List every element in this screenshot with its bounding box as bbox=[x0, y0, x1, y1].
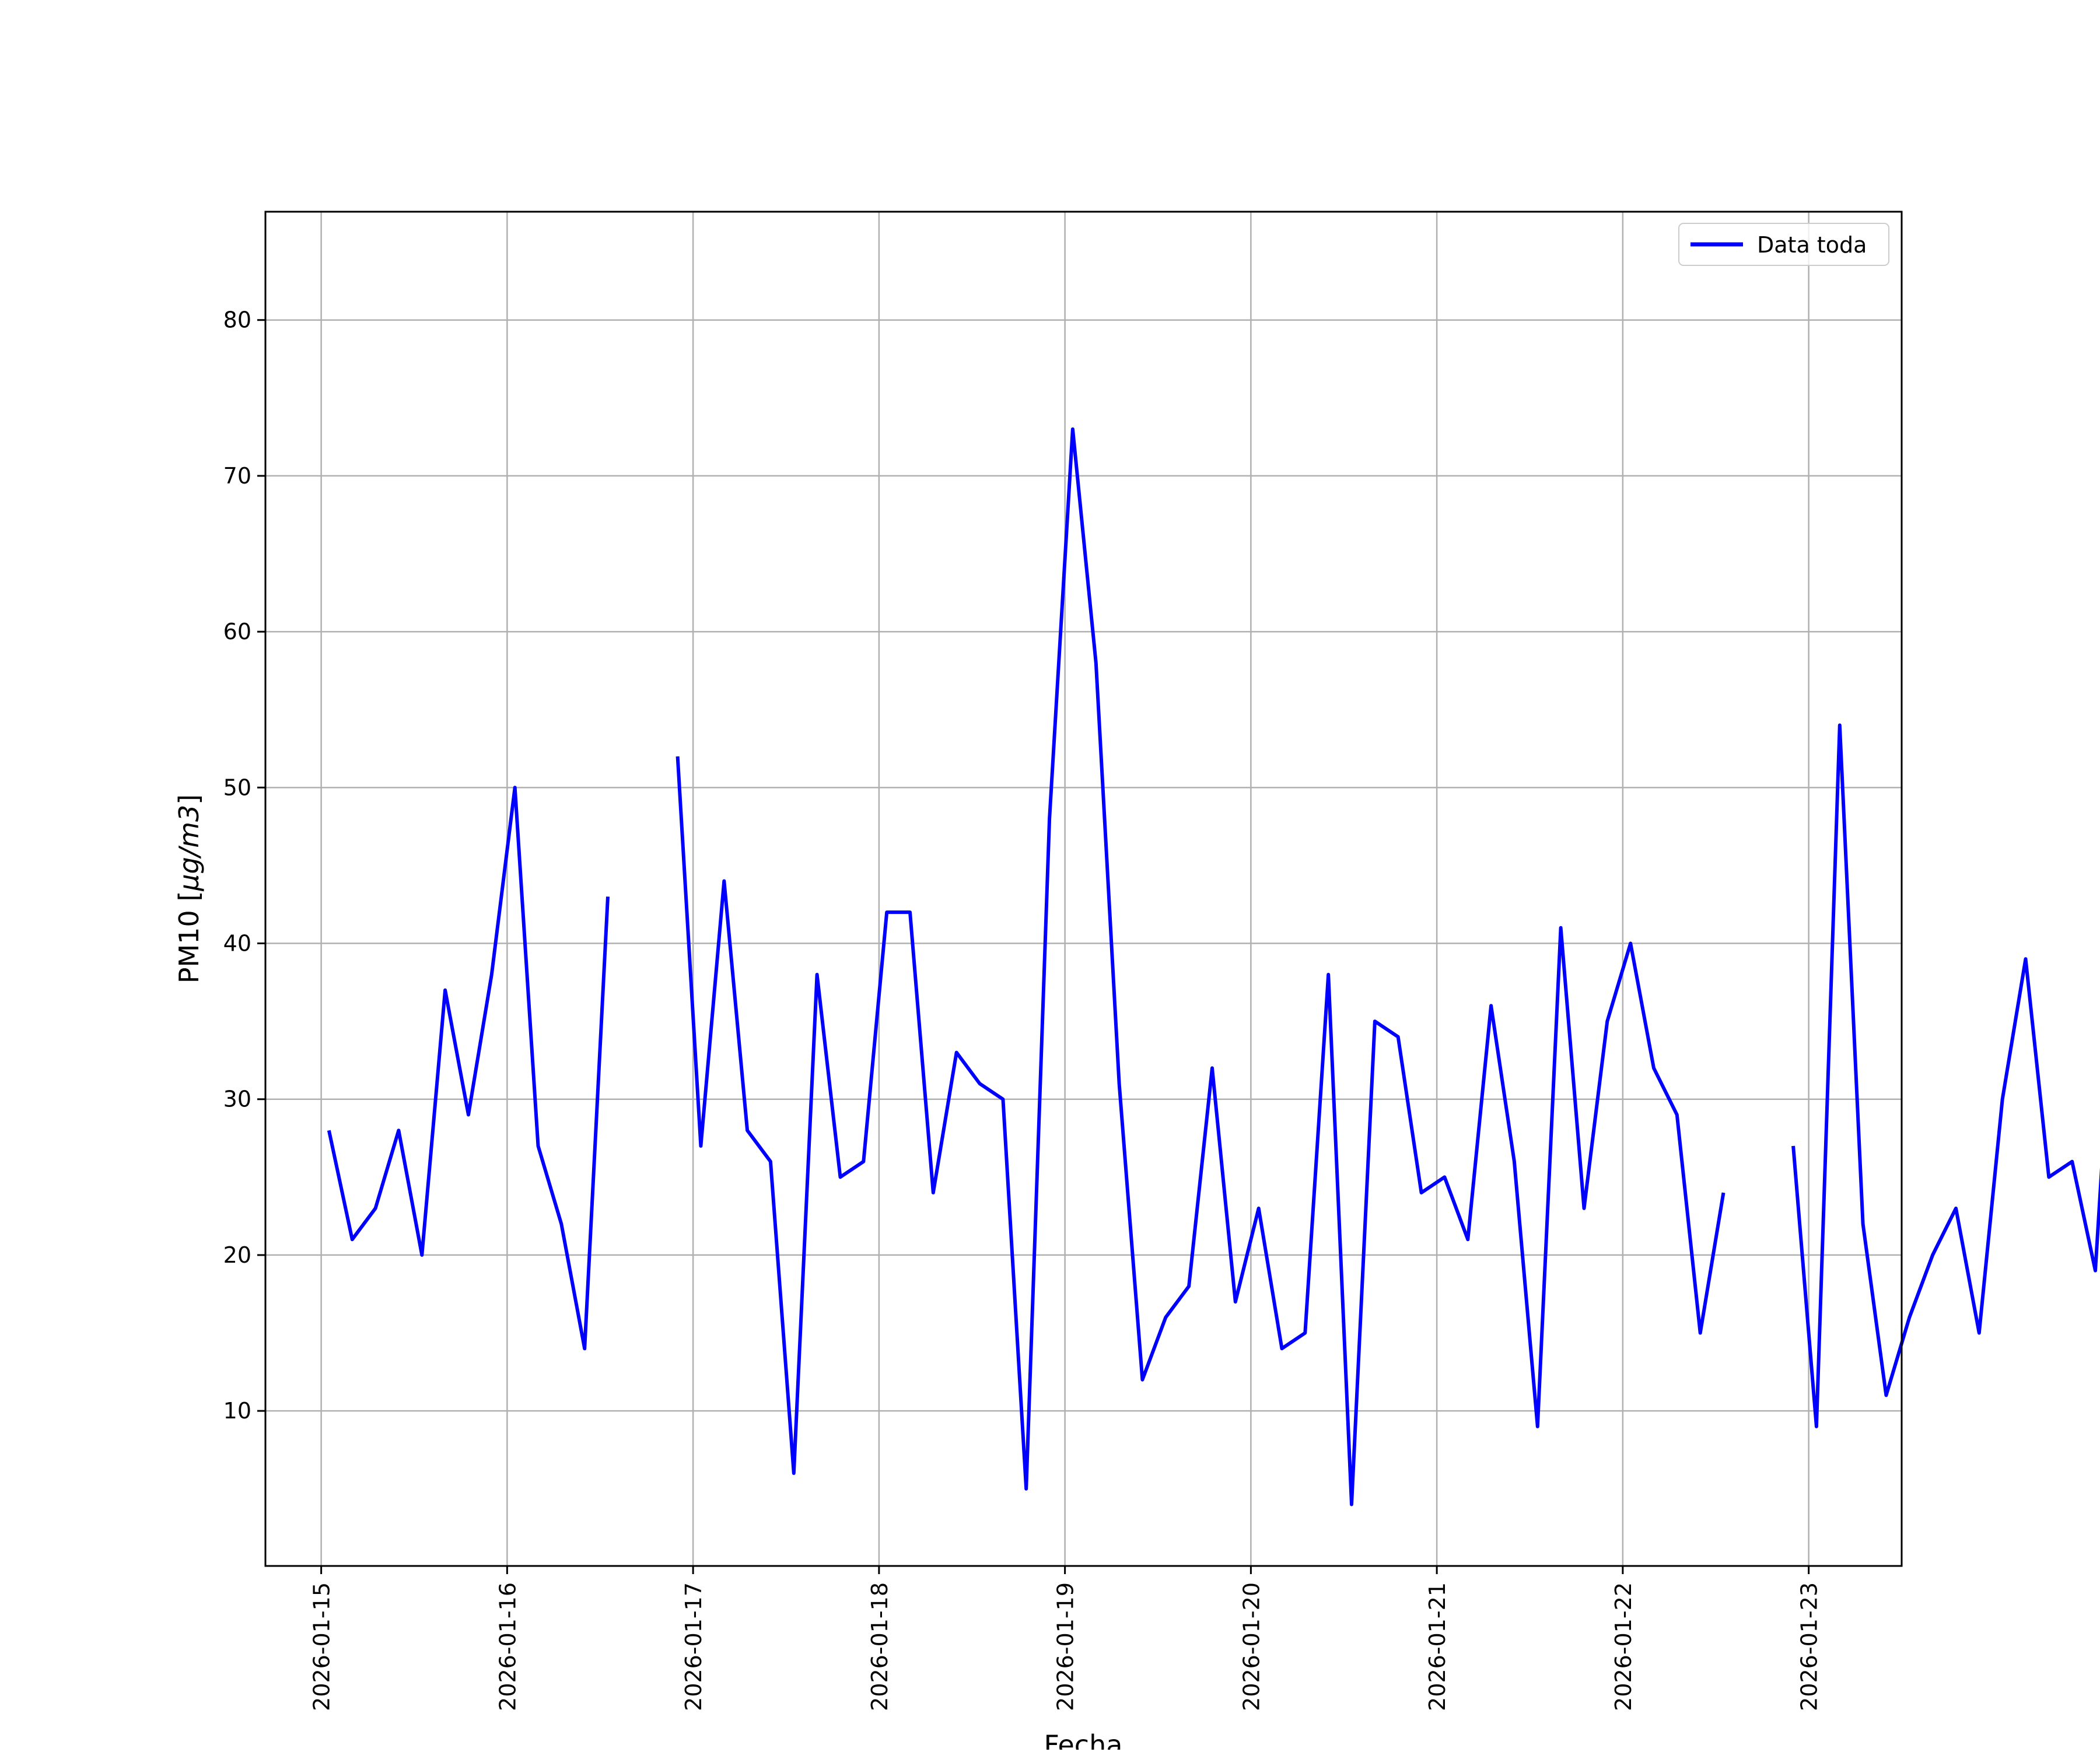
legend: Data toda bbox=[1678, 223, 1889, 266]
x-tick-label: 2026-01-21 bbox=[1424, 1582, 1450, 1711]
legend-label: Data toda bbox=[1757, 232, 1867, 258]
legend-box bbox=[1678, 223, 1889, 266]
series-layer bbox=[327, 427, 2100, 1506]
x-axis-label: Fecha bbox=[1044, 1729, 1123, 1750]
series-line bbox=[327, 427, 2100, 1506]
y-tick-label: 20 bbox=[223, 1242, 251, 1268]
y-tick-label: 30 bbox=[223, 1087, 251, 1112]
x-tick-label: 2026-01-22 bbox=[1611, 1582, 1636, 1711]
y-axis: 10 20 30 40 50 60 70 80 bbox=[223, 307, 265, 1424]
x-tick-label: 2026-01-20 bbox=[1238, 1582, 1264, 1711]
plot-area-frame bbox=[264, 211, 1903, 1567]
y-axis-label-prefix: PM10 [ bbox=[173, 891, 205, 984]
x-tick-label: 2026-01-18 bbox=[867, 1582, 892, 1711]
y-tick-label: 10 bbox=[223, 1398, 251, 1424]
y-tick-label: 60 bbox=[223, 619, 251, 644]
x-tick-label: 2026-01-23 bbox=[1797, 1582, 1822, 1711]
y-tick-label: 50 bbox=[223, 775, 251, 800]
y-tick-label: 70 bbox=[223, 463, 251, 489]
x-tick-label: 2026-01-15 bbox=[309, 1582, 335, 1711]
y-tick-label: 40 bbox=[223, 931, 251, 956]
y-axis-label-unit: μg/m3 bbox=[173, 805, 205, 892]
y-axis-label: PM10 [μg/m3] bbox=[173, 794, 205, 984]
x-axis: 2026-01-15 2026-01-16 2026-01-17 2026-01-18… bbox=[309, 1566, 1822, 1711]
grid bbox=[265, 212, 1902, 1566]
x-tick-label: 2026-01-16 bbox=[495, 1582, 520, 1711]
x-tick-label: 2026-01-17 bbox=[681, 1582, 706, 1711]
y-tick-label: 80 bbox=[223, 307, 251, 333]
x-tick-label: 2026-01-19 bbox=[1053, 1582, 1079, 1711]
y-axis-label-suffix: ] bbox=[173, 794, 205, 805]
